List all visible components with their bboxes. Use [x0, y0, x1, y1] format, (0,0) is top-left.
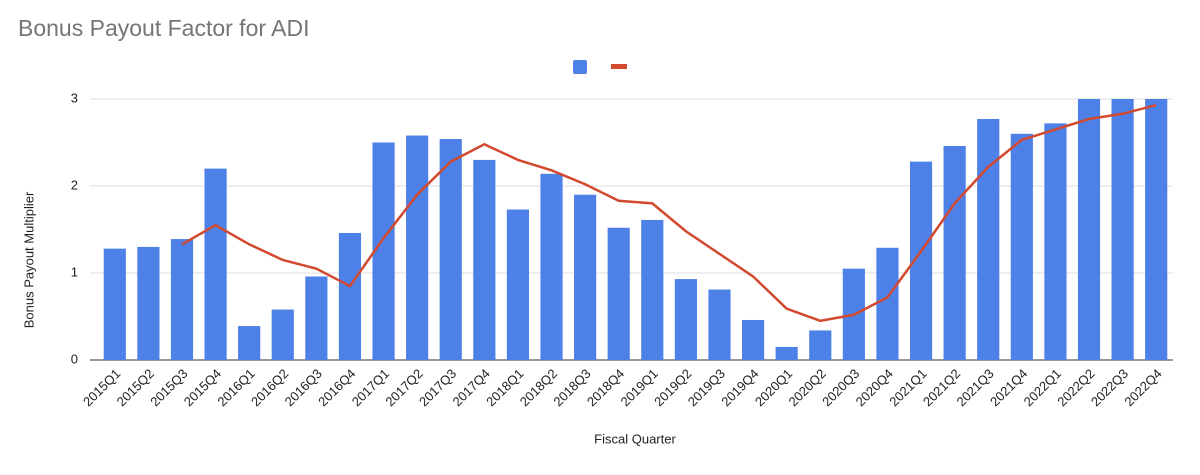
bar — [170, 239, 194, 360]
bar — [741, 319, 765, 360]
legend-swatch — [611, 64, 627, 69]
y-axis-title: Bonus Payout Multiplier — [21, 191, 36, 328]
chart-title: Bonus Payout Factor for ADI — [18, 15, 309, 41]
bar — [204, 168, 227, 360]
bar — [506, 209, 530, 360]
bar — [372, 142, 395, 360]
bar — [271, 309, 294, 360]
legend-swatch — [573, 60, 587, 74]
bar — [439, 139, 462, 360]
bar — [674, 279, 697, 360]
bar — [977, 119, 1000, 360]
bar — [540, 173, 563, 360]
bar — [473, 159, 496, 360]
bar — [305, 276, 328, 360]
bar — [406, 135, 429, 360]
bar — [103, 248, 126, 360]
y-tick-label: 2 — [71, 177, 78, 192]
bar — [909, 161, 933, 360]
bar — [1010, 133, 1033, 360]
bar — [708, 289, 731, 360]
line — [181, 103, 1157, 323]
y-tick-label: 1 — [71, 264, 78, 279]
bar — [809, 330, 832, 360]
bar — [338, 232, 362, 360]
y-tick-label: 0 — [71, 351, 78, 366]
bar — [775, 346, 798, 360]
bar — [943, 145, 966, 360]
bar — [607, 227, 630, 360]
bar — [574, 194, 597, 360]
bar — [1145, 99, 1168, 360]
bar — [641, 219, 664, 360]
bar — [1111, 99, 1134, 360]
bar — [238, 326, 261, 360]
x-axis-title: Fiscal Quarter — [594, 431, 676, 446]
y-tick-label: 3 — [71, 90, 78, 105]
x-tick-label: 2022Q4 — [1121, 366, 1164, 409]
bar — [137, 246, 160, 360]
bar — [1077, 99, 1101, 360]
bar — [1044, 123, 1067, 360]
bar — [876, 247, 899, 360]
